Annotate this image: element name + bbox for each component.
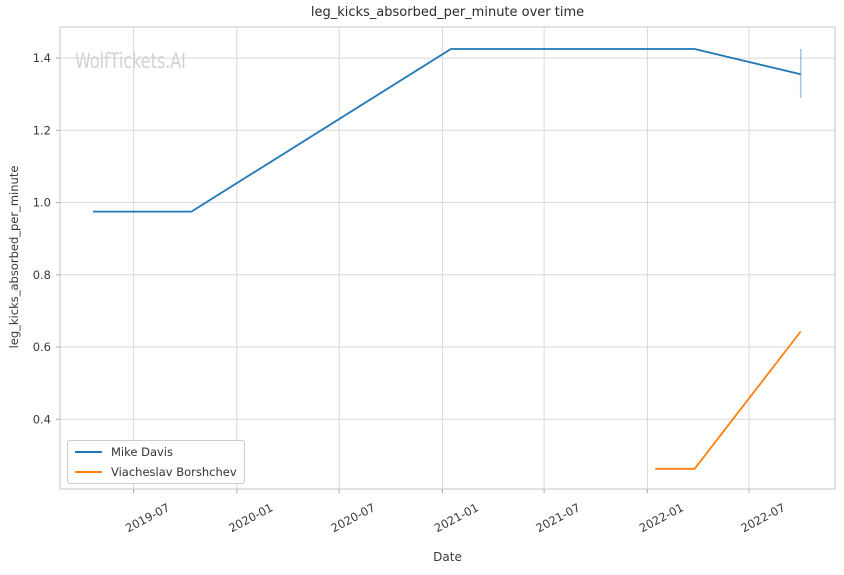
legend-swatch-viacheslav-borshchev bbox=[75, 471, 102, 473]
y-tick-label: 0.6 bbox=[33, 340, 51, 354]
legend: Mike Davis Viacheslav Borshchev bbox=[67, 440, 245, 484]
x-axis-label: Date bbox=[433, 550, 462, 564]
x-tick-label: 2020-01 bbox=[226, 500, 275, 535]
series-line-0 bbox=[93, 48, 801, 213]
legend-label-mike-davis: Mike Davis bbox=[111, 445, 173, 459]
x-tick-label: 2021-07 bbox=[533, 500, 582, 535]
series-line-1 bbox=[655, 330, 802, 470]
chart-title: leg_kicks_absorbed_per_minute over time bbox=[310, 5, 585, 20]
watermark: WolfTickets.AI bbox=[75, 49, 186, 73]
y-tick-label: 1.2 bbox=[33, 123, 51, 137]
y-axis-label: leg_kicks_absorbed_per_minute bbox=[7, 165, 21, 349]
y-tick-label: 1.0 bbox=[33, 196, 51, 210]
y-tick-label: 1.4 bbox=[33, 51, 51, 65]
x-tick-label: 2021-01 bbox=[432, 500, 481, 535]
x-tick-label: 2019-07 bbox=[123, 500, 172, 535]
x-tick-label: 2020-07 bbox=[329, 500, 378, 535]
x-tick-label: 2022-01 bbox=[637, 500, 686, 535]
legend-label-viacheslav-borshchev: Viacheslav Borshchev bbox=[111, 465, 237, 479]
y-tick-label: 0.8 bbox=[33, 268, 51, 282]
x-tick-label: 2022-07 bbox=[738, 500, 787, 535]
legend-item-mike-davis: Mike Davis bbox=[68, 444, 244, 460]
y-tick-label: 0.4 bbox=[33, 412, 51, 426]
legend-swatch-mike-davis bbox=[75, 451, 102, 453]
plot-border bbox=[59, 26, 836, 490]
legend-item-viacheslav-borshchev: Viacheslav Borshchev bbox=[68, 464, 244, 480]
